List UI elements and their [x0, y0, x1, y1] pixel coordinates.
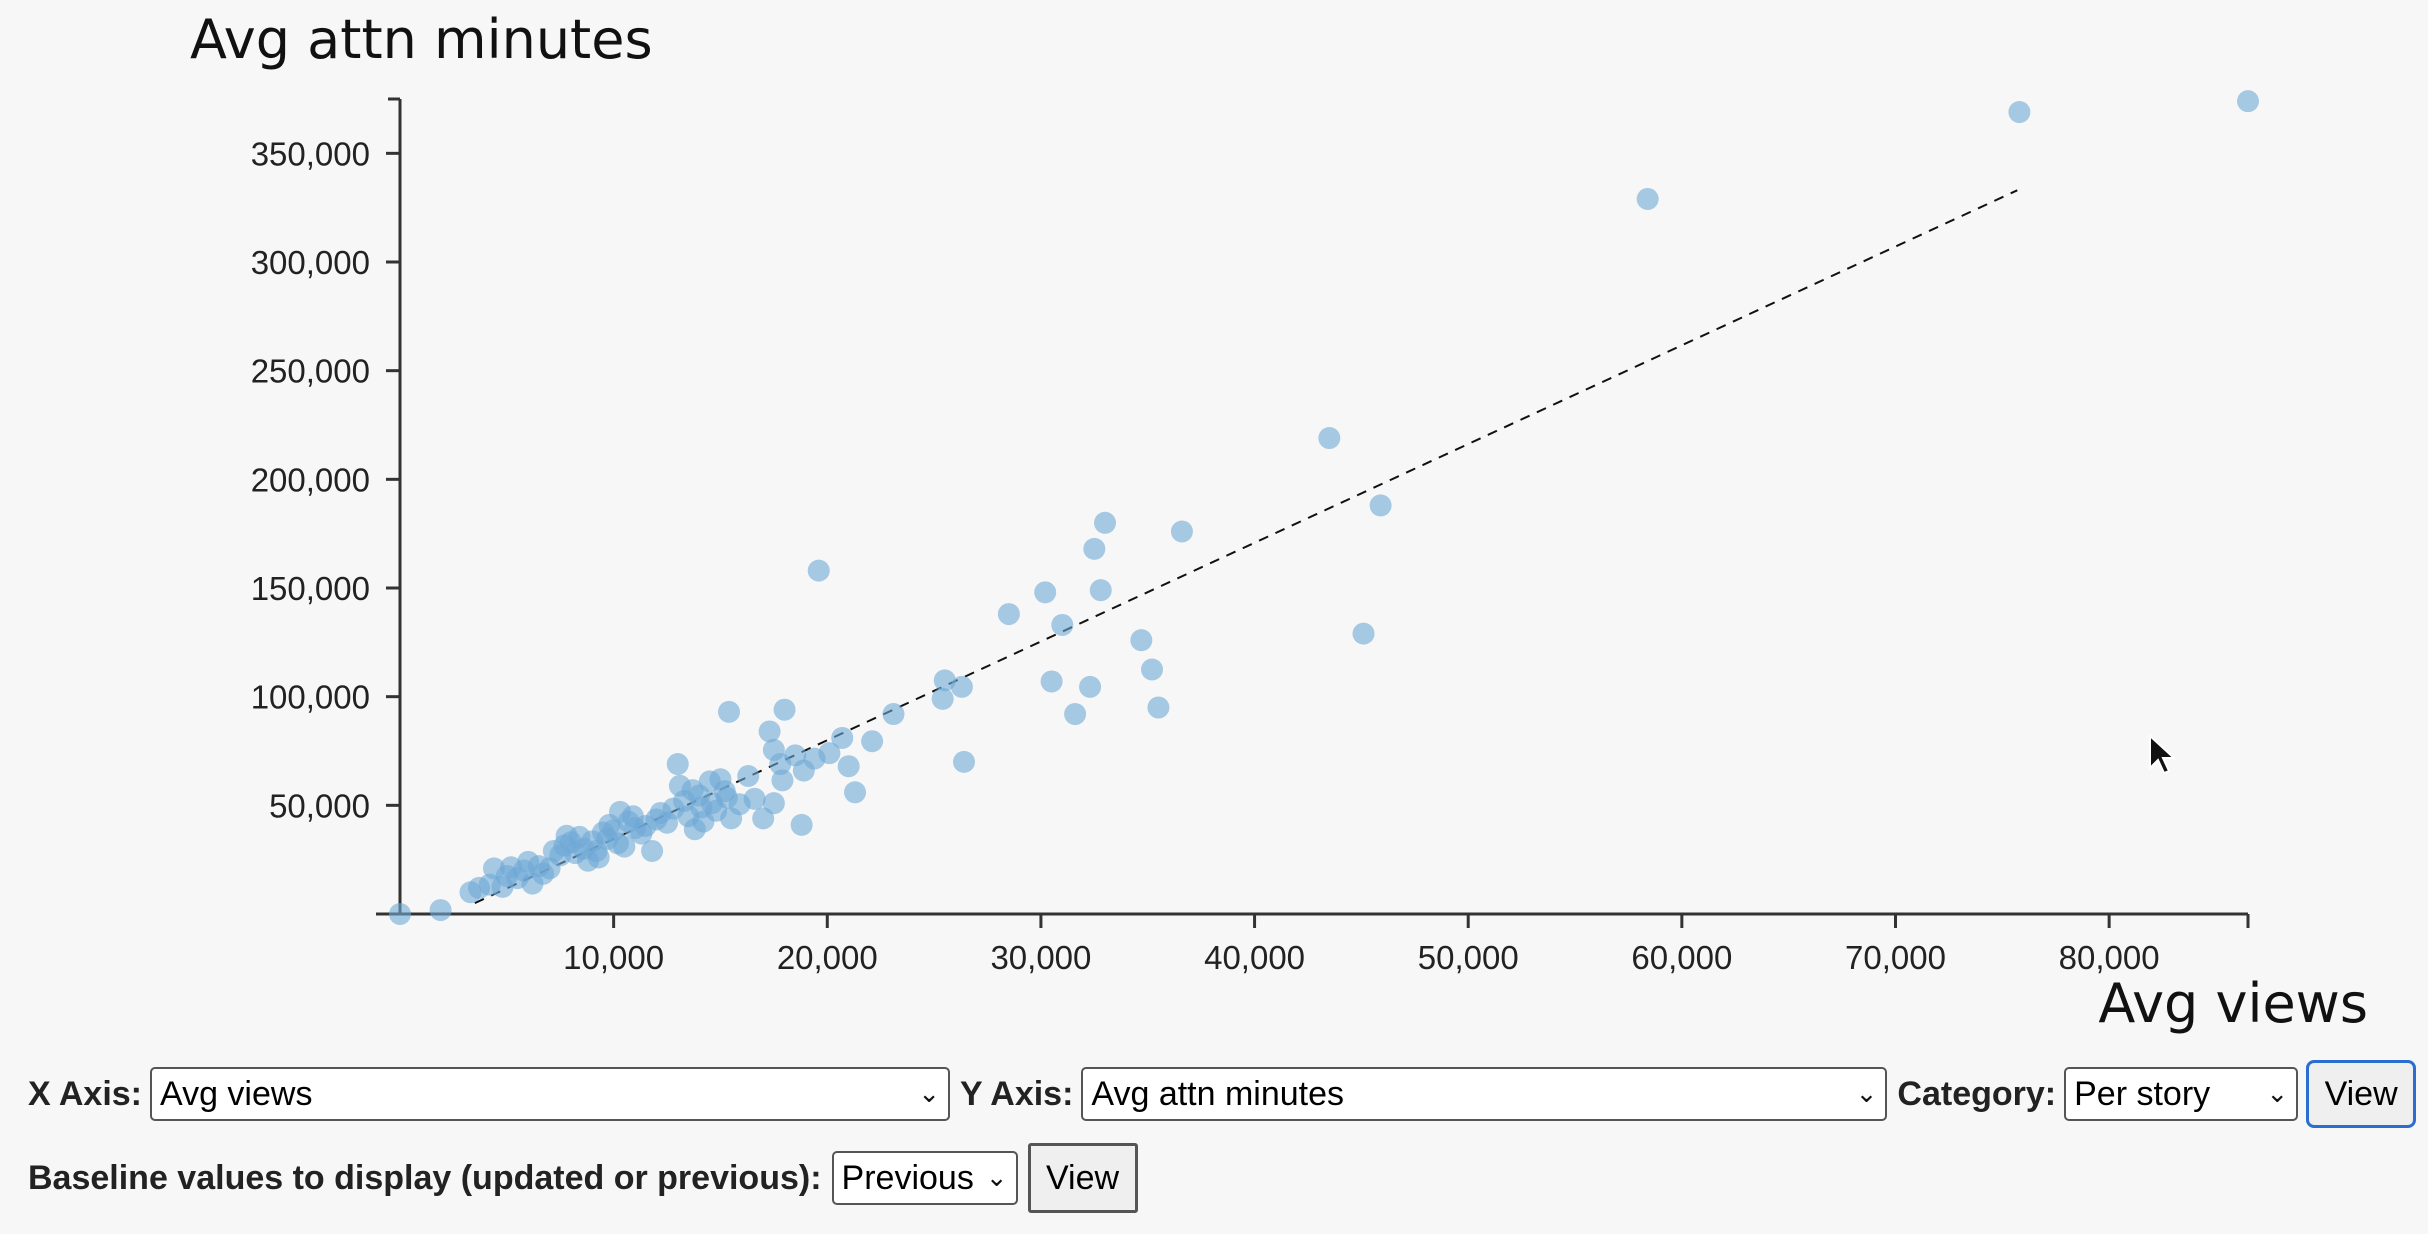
x-tick-label: 70,000	[1845, 939, 1946, 976]
data-point	[1130, 629, 1153, 652]
data-point	[997, 603, 1020, 626]
data-point	[807, 559, 830, 582]
data-point	[882, 703, 905, 726]
data-point	[2237, 90, 2259, 113]
chevron-down-icon: ⌄	[918, 1079, 941, 1109]
chevron-down-icon: ⌄	[2266, 1079, 2289, 1109]
data-point	[762, 792, 785, 815]
axis-controls: X Axis: Avg views ⌄ Y Axis: Avg attn min…	[28, 1060, 2417, 1128]
baseline-view-button[interactable]: View	[1027, 1143, 1138, 1213]
data-point	[837, 755, 860, 778]
data-point	[818, 742, 841, 765]
scatter-chart: Avg attn minutes 10,000 20,000 30,000 40,00…	[190, 8, 2368, 1035]
data-point	[1079, 675, 1102, 698]
data-point	[429, 899, 452, 922]
data-point	[1636, 187, 1659, 210]
x-tick-label: 80,000	[2059, 939, 2160, 976]
baseline-select-value: Previous	[841, 1158, 974, 1197]
x-tick-label: 20,000	[777, 939, 878, 976]
chevron-down-icon: ⌄	[1855, 1079, 1878, 1109]
x-axis-label: X Axis:	[28, 1074, 143, 1113]
data-point	[1369, 494, 1392, 517]
y-tick-label: 300,000	[251, 244, 370, 281]
data-point	[1141, 658, 1164, 681]
x-axis-title: Avg views	[2098, 972, 2368, 1035]
data-point	[1034, 581, 1057, 604]
x-tick-label: 10,000	[563, 939, 664, 976]
baseline-label: Baseline values to display (updated or p…	[28, 1158, 822, 1197]
data-point	[1040, 670, 1063, 693]
x-tick-label: 40,000	[1204, 939, 1305, 976]
data-point	[1083, 537, 1106, 560]
x-tick-label: 50,000	[1418, 939, 1519, 976]
y-tick-label: 350,000	[251, 135, 370, 172]
data-point	[2008, 101, 2031, 124]
data-point	[737, 764, 760, 787]
data-point	[771, 769, 794, 792]
data-point	[950, 675, 973, 698]
data-point	[1147, 696, 1170, 719]
data-point	[931, 687, 954, 710]
category-label: Category:	[1897, 1074, 2057, 1113]
x-axis-select[interactable]: Avg views ⌄	[150, 1067, 951, 1121]
y-axis-select-value: Avg attn minutes	[1091, 1074, 1345, 1113]
data-point	[752, 807, 775, 830]
data-point	[718, 700, 741, 723]
y-tick-label: 100,000	[251, 679, 370, 716]
data-point	[1064, 703, 1087, 726]
view-button[interactable]: View	[2306, 1060, 2417, 1128]
data-point	[1089, 579, 1112, 602]
data-point	[613, 835, 636, 858]
x-tick-label: 30,000	[990, 939, 1091, 976]
data-point	[641, 839, 664, 862]
baseline-select[interactable]: Previous ⌄	[831, 1151, 1018, 1205]
data-point	[953, 750, 976, 773]
category-select[interactable]: Per story ⌄	[2064, 1067, 2299, 1121]
data-point	[790, 813, 813, 836]
axes: 10,000 20,000 30,000 40,000 50,000 60,000 70,0…	[251, 97, 2250, 976]
data-point	[389, 903, 411, 925]
x-axis-select-value: Avg views	[160, 1074, 313, 1113]
data-point	[758, 720, 781, 743]
y-tick-label: 150,000	[251, 570, 370, 607]
data-point	[1352, 622, 1375, 645]
data-point	[831, 726, 854, 749]
trendline-layer	[474, 189, 2018, 905]
chevron-down-icon: ⌄	[985, 1163, 1008, 1193]
data-point	[743, 787, 766, 810]
data-point	[666, 753, 689, 776]
data-point	[1051, 613, 1074, 636]
data-point	[587, 846, 610, 869]
data-point	[844, 781, 867, 804]
points-layer	[389, 90, 2259, 925]
y-tick-label: 250,000	[251, 353, 370, 390]
y-axis-select[interactable]: Avg attn minutes ⌄	[1081, 1067, 1888, 1121]
x-tick-label: 60,000	[1631, 939, 1732, 976]
y-tick-label: 200,000	[251, 461, 370, 498]
data-point	[1094, 511, 1117, 534]
data-point	[861, 730, 884, 753]
mouse-cursor-icon	[2149, 734, 2176, 775]
category-select-value: Per story	[2074, 1074, 2211, 1113]
data-point	[1318, 427, 1341, 450]
baseline-controls: Baseline values to display (updated or p…	[28, 1143, 1138, 1213]
data-point	[773, 698, 796, 721]
data-point	[933, 669, 956, 692]
data-point	[1170, 520, 1193, 543]
chart-title: Avg attn minutes	[190, 8, 653, 71]
trendline	[474, 189, 2018, 905]
y-tick-label: 50,000	[269, 787, 370, 824]
y-axis-label: Y Axis:	[960, 1074, 1074, 1113]
